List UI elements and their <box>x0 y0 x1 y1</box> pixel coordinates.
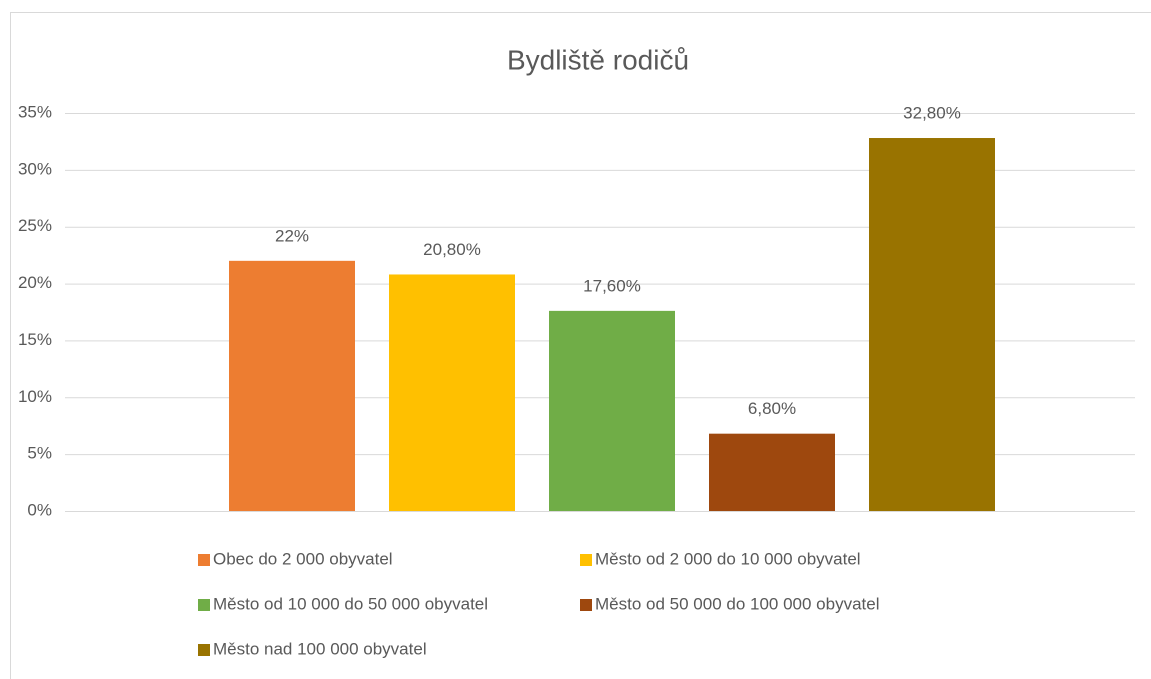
data-label: 22% <box>275 226 309 245</box>
bar <box>389 274 515 511</box>
bar <box>709 433 835 511</box>
legend-swatch <box>198 554 210 566</box>
y-tick-label: 5% <box>27 444 52 463</box>
legend-swatch <box>198 599 210 611</box>
data-label: 32,80% <box>903 104 961 123</box>
data-label: 20,80% <box>423 240 481 259</box>
legend-label: Město od 50 000 do 100 000 obyvatel <box>595 594 880 613</box>
chart-title: Bydliště rodičů <box>507 44 689 75</box>
legend-swatch <box>198 644 210 656</box>
y-tick-label: 20% <box>18 273 52 292</box>
legend-label: Město od 2 000 do 10 000 obyvatel <box>595 549 861 568</box>
y-tick-label: 35% <box>18 102 52 121</box>
y-tick-label: 30% <box>18 159 52 178</box>
data-label: 17,60% <box>583 276 641 295</box>
y-tick-label: 15% <box>18 330 52 349</box>
legend-swatch <box>580 599 592 611</box>
bar <box>549 310 675 511</box>
y-tick-label: 0% <box>27 500 52 519</box>
legend-label: Město od 10 000 do 50 000 obyvatel <box>213 594 488 613</box>
legend-label: Obec do 2 000 obyvatel <box>213 549 393 568</box>
legend-swatch <box>580 554 592 566</box>
legend-label: Město nad 100 000 obyvatel <box>213 639 427 658</box>
y-tick-label: 25% <box>18 216 52 235</box>
bar <box>229 260 355 511</box>
y-tick-label: 10% <box>18 387 52 406</box>
data-label: 6,80% <box>748 399 796 418</box>
bar <box>869 138 995 511</box>
